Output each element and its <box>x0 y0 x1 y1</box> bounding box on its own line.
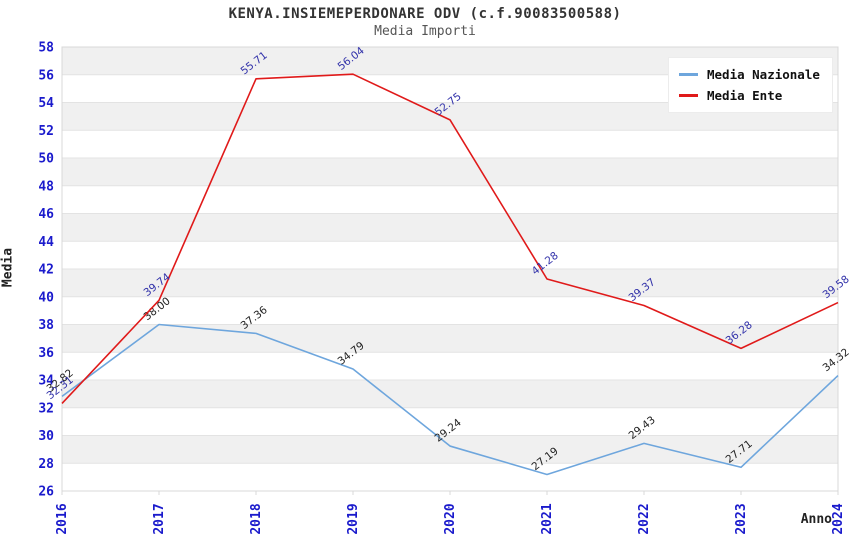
y-tick-label: 58 <box>38 41 54 56</box>
x-tick-label: 2019 <box>346 503 361 534</box>
series-line-media-ente <box>61 73 839 404</box>
y-tick-label: 52 <box>38 124 54 139</box>
plot-band <box>62 380 838 408</box>
y-tick-label: 48 <box>38 179 54 194</box>
legend-item-media-nazionale: Media Nazionale <box>679 64 820 85</box>
x-tick-label: 2022 <box>637 503 652 534</box>
series-line-media-nazionale <box>61 323 839 476</box>
y-tick-label: 56 <box>38 68 54 83</box>
chart-title: KENYA.INSIEMEPERDONARE ODV (c.f.90083500… <box>228 6 622 22</box>
y-tick-label: 34 <box>38 374 54 389</box>
y-tick-label: 42 <box>38 263 54 278</box>
plot-band <box>62 158 838 186</box>
data-point-label: 38.00 <box>142 295 173 323</box>
x-tick-label: 2016 <box>55 503 70 534</box>
chart-subtitle: Media Importi <box>374 24 476 39</box>
legend-label: Media Ente <box>707 88 783 103</box>
legend-label: Media Nazionale <box>707 67 820 82</box>
legend: Media Nazionale Media Ente <box>668 57 833 113</box>
y-tick-label: 40 <box>38 290 54 305</box>
y-tick-label: 54 <box>38 96 54 111</box>
y-tick-label: 46 <box>38 207 54 222</box>
x-tick-label: 2020 <box>443 503 458 534</box>
legend-item-media-ente: Media Ente <box>679 85 820 106</box>
x-tick-label: 2018 <box>249 503 264 534</box>
legend-swatch-ente-icon <box>679 94 698 97</box>
x-tick-label: 2021 <box>540 503 555 534</box>
x-tick-label: 2017 <box>152 503 167 534</box>
y-tick-label: 36 <box>38 346 54 361</box>
plot-band <box>62 213 838 242</box>
x-axis-title: Anno <box>800 512 832 527</box>
y-tick-label: 38 <box>38 318 54 333</box>
y-tick-label: 28 <box>38 457 54 472</box>
legend-swatch-nazionale-icon <box>679 73 698 76</box>
y-tick-label: 32 <box>38 401 54 416</box>
y-tick-label: 30 <box>38 429 54 444</box>
plot-band <box>62 324 838 353</box>
y-axis-title: Media <box>0 247 16 288</box>
y-tick-label: 50 <box>38 152 54 167</box>
plot-band <box>62 435 838 464</box>
x-tick-label: 2023 <box>734 503 749 534</box>
x-tick-label: 2024 <box>831 503 846 534</box>
y-tick-label: 26 <box>38 485 54 500</box>
plot-band <box>62 269 838 297</box>
y-tick-label: 44 <box>38 235 54 250</box>
